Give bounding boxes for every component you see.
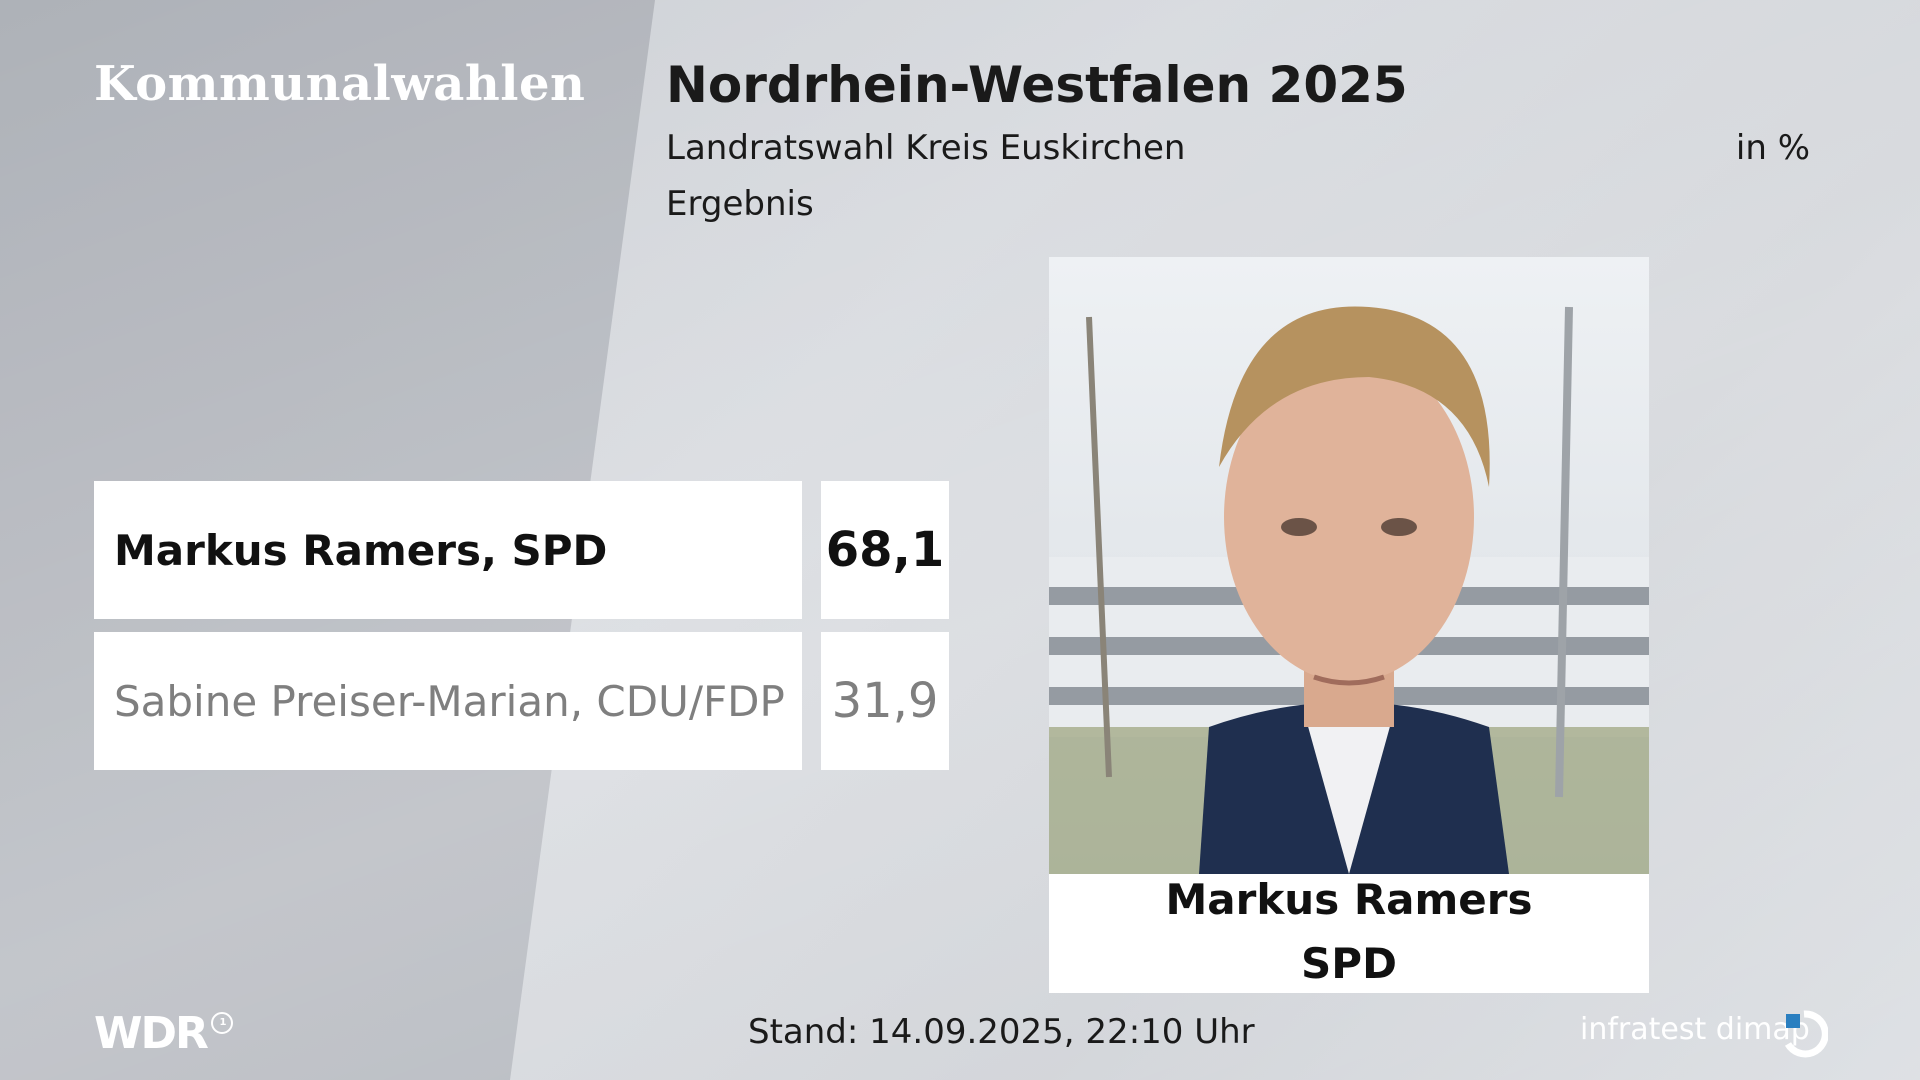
candidate-name-box: Markus Ramers, SPD [94, 481, 802, 619]
result-row-other: Sabine Preiser-Marian, CDU/FDP 31,9 [94, 632, 949, 770]
ard-mark-icon: 1 [210, 1012, 233, 1034]
portrait-image [1049, 257, 1649, 874]
winner-name: Markus Ramers [1165, 875, 1533, 924]
winner-card: Markus Ramers SPD [1049, 257, 1649, 993]
brand-title: Kommunalwahlen [94, 56, 586, 112]
result-status: Ergebnis [666, 184, 814, 224]
candidate-label: Markus Ramers, SPD [114, 525, 608, 575]
wdr-logo: WDR 1 [94, 1008, 233, 1059]
candidate-name-box: Sabine Preiser-Marian, CDU/FDP [94, 632, 802, 770]
election-subtitle: Landratswahl Kreis Euskirchen [666, 128, 1186, 168]
unit-label: in % [1735, 128, 1810, 168]
timestamp-label: Stand: 14.09.2025, 22:10 Uhr [748, 1012, 1255, 1052]
candidate-label: Sabine Preiser-Marian, CDU/FDP [114, 676, 785, 726]
page-title: Nordrhein-Westfalen 2025 [666, 56, 1408, 114]
pollster-label: infratest dimap [1580, 1012, 1810, 1047]
result-row-winner: Markus Ramers, SPD 68,1 [94, 481, 949, 619]
candidate-value: 31,9 [821, 632, 949, 770]
candidate-value: 68,1 [821, 481, 949, 619]
winner-photo [1049, 257, 1649, 874]
wdr-logo-text: WDR [94, 1008, 209, 1059]
winner-party: SPD [1301, 939, 1397, 988]
infratest-logo-icon [1784, 1010, 1828, 1058]
